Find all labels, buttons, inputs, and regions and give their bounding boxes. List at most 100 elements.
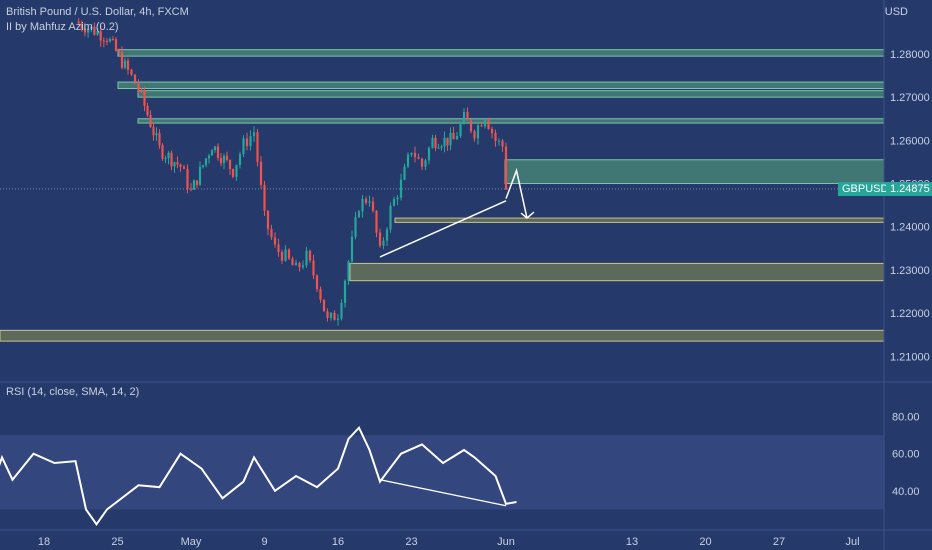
- candle-up: [459, 123, 462, 137]
- candle-down: [446, 137, 449, 146]
- candle-down: [371, 201, 375, 211]
- candle-up: [403, 166, 406, 180]
- candle-up: [343, 280, 347, 303]
- candle-up: [440, 146, 443, 148]
- candle-down: [501, 140, 504, 147]
- candle-down: [494, 133, 497, 141]
- candle-up: [443, 137, 446, 147]
- candle-down: [102, 40, 105, 42]
- candle-down: [99, 31, 102, 41]
- candle-down: [143, 90, 146, 106]
- candle-down: [452, 132, 455, 140]
- candle-down: [195, 180, 199, 185]
- candle-up: [301, 265, 305, 268]
- candle-down: [270, 229, 273, 238]
- chart-title: British Pound / U.S. Dollar, 4h, FXCM: [6, 6, 189, 18]
- candle-down: [126, 60, 130, 70]
- candle-down: [216, 146, 220, 158]
- candle-up: [192, 180, 196, 190]
- candle-up: [497, 140, 501, 142]
- time-tick-label: Jun: [497, 536, 515, 548]
- candle-down: [466, 111, 469, 121]
- symbol-tag: GBPUSD: [838, 181, 893, 196]
- candle-down: [490, 128, 494, 134]
- candle-up: [431, 137, 434, 148]
- zone-demand: [349, 262, 885, 282]
- candle-down: [312, 260, 315, 276]
- candle-down: [219, 157, 223, 164]
- candle-down: [473, 131, 476, 139]
- zone-supply: [117, 81, 885, 90]
- candle-down: [149, 115, 152, 128]
- candle-up: [406, 154, 410, 167]
- rsi-tick-label: 80.00: [892, 412, 920, 424]
- projection-arrow: [505, 167, 528, 219]
- candle-up: [213, 146, 217, 151]
- candle-up: [87, 28, 90, 33]
- price-tick-label: 1.27000: [890, 92, 930, 104]
- candle-up: [201, 165, 205, 167]
- candle-down: [137, 83, 140, 90]
- price-tick-label: 1.23000: [890, 265, 930, 277]
- candle-down: [263, 184, 266, 211]
- candle-down: [333, 312, 336, 321]
- rsi-label: RSI (14, close, SMA, 14, 2): [6, 386, 140, 398]
- candle-up: [204, 158, 208, 166]
- candle-down: [266, 210, 270, 230]
- candle-down: [245, 138, 249, 147]
- candle-up: [210, 150, 214, 156]
- candle-up: [329, 312, 333, 319]
- candle-up: [198, 166, 202, 185]
- candle-down: [146, 105, 149, 116]
- candle-up: [392, 199, 396, 206]
- candle-down: [182, 166, 186, 169]
- candle-down: [375, 210, 378, 233]
- candle-up: [385, 229, 389, 241]
- candle-down: [315, 275, 319, 290]
- candle-down: [133, 74, 137, 84]
- zone-supply: [504, 159, 885, 185]
- candle-down: [280, 252, 284, 261]
- candle-down: [308, 250, 312, 261]
- candle-up: [354, 217, 357, 237]
- rsi-line: [0, 425, 517, 527]
- candle-up: [164, 158, 167, 160]
- rsi-band: [0, 435, 884, 510]
- candle-up: [242, 138, 245, 155]
- candle-down: [420, 158, 424, 167]
- candle-down: [111, 39, 115, 41]
- candle-down: [189, 188, 193, 190]
- candle-down: [158, 133, 161, 146]
- candle-up: [252, 132, 256, 137]
- candle-down: [287, 249, 291, 259]
- candle-down: [256, 132, 259, 162]
- candle-up: [410, 152, 413, 155]
- candle-down: [117, 50, 121, 53]
- candle-up: [427, 147, 431, 161]
- candle-down: [80, 23, 83, 29]
- time-tick-label: 27: [773, 536, 785, 548]
- time-tick-label: 9: [261, 536, 267, 548]
- candle-up: [123, 60, 127, 68]
- candle-up: [96, 31, 99, 35]
- time-tick-label: 18: [38, 536, 50, 548]
- zone-demand: [0, 329, 885, 342]
- zone-demand: [394, 217, 885, 223]
- candle-up: [350, 236, 354, 262]
- candle-down: [77, 21, 80, 24]
- trendline: [379, 200, 507, 258]
- candle-up: [108, 39, 112, 42]
- candle-down: [259, 161, 263, 185]
- price-tick-label: 1.22000: [890, 308, 930, 320]
- candle-down: [364, 198, 368, 203]
- indicator-label: II by Mahfuz Azim (0.2): [6, 21, 119, 33]
- candle-up: [340, 302, 343, 319]
- candle-down: [319, 289, 322, 300]
- candle-up: [305, 250, 308, 266]
- candle-up: [347, 261, 350, 281]
- candle-up: [455, 136, 459, 140]
- candle-down: [480, 125, 483, 127]
- zones-layer: [0, 49, 885, 342]
